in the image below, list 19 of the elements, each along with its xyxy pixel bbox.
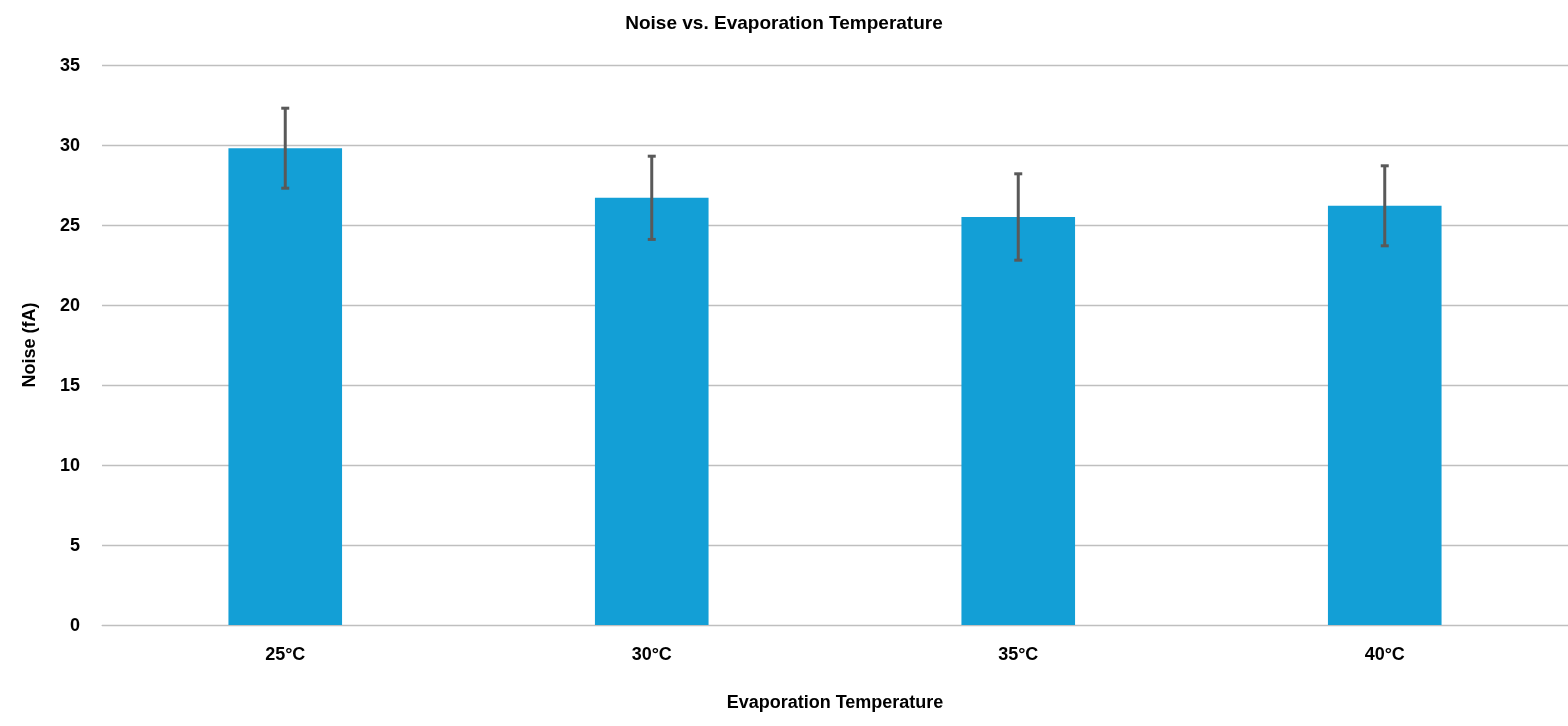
y-tick-label: 15 [59,375,80,395]
y-tick-label: 0 [69,615,80,635]
y-tick-label: 5 [69,535,80,555]
chart-title: Noise vs. Evaporation Temperature [625,12,943,33]
x-tick-label: 30°C [631,644,672,664]
y-tick-label: 10 [59,455,80,475]
bar [594,197,709,625]
y-tick-label: 30 [59,135,80,155]
x-tick-label: 35°C [998,644,1039,664]
y-tick-label: 20 [59,295,80,315]
y-axis-title: Noise (fA) [19,302,39,388]
y-tick-label: 35 [59,55,80,75]
y-tick-label: 25 [59,215,80,235]
bar [1327,205,1442,625]
x-tick-label: 25°C [265,644,306,664]
bar [228,148,343,625]
x-axis-title: Evaporation Temperature [726,692,944,712]
bar [961,217,1076,625]
x-tick-label: 40°C [1364,644,1405,664]
